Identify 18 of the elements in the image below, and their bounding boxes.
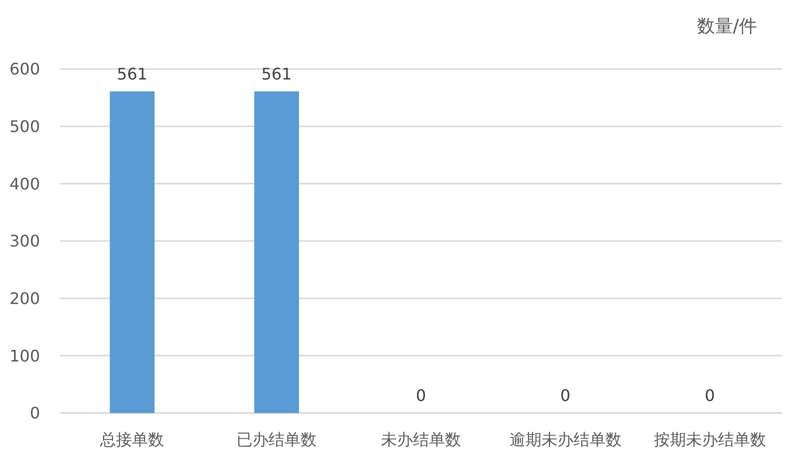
x-tick-label: 已办结单数: [236, 430, 317, 449]
y-tick-label: 500: [9, 116, 40, 136]
data-label: 0: [416, 386, 426, 405]
y-tick-label: 600: [9, 60, 40, 79]
data-label: 561: [116, 64, 148, 84]
y-axis-title: 数量/件: [696, 16, 757, 37]
y-tick-label: 300: [9, 232, 40, 251]
y-tick-label: 0: [30, 404, 40, 423]
y-tick-label: 200: [9, 288, 40, 308]
x-tick-label: 逾期未办结单数: [509, 430, 622, 449]
y-tick-label: 400: [9, 174, 40, 194]
data-label: 0: [560, 386, 570, 405]
data-label: 561: [261, 64, 292, 84]
x-tick-label: 未办结单数: [381, 430, 461, 449]
x-tick-label: 总接单数: [99, 430, 164, 449]
y-tick-label: 100: [9, 346, 40, 366]
x-tick-label: 按期未办结单数: [654, 430, 766, 449]
data-label: 0: [704, 386, 715, 405]
